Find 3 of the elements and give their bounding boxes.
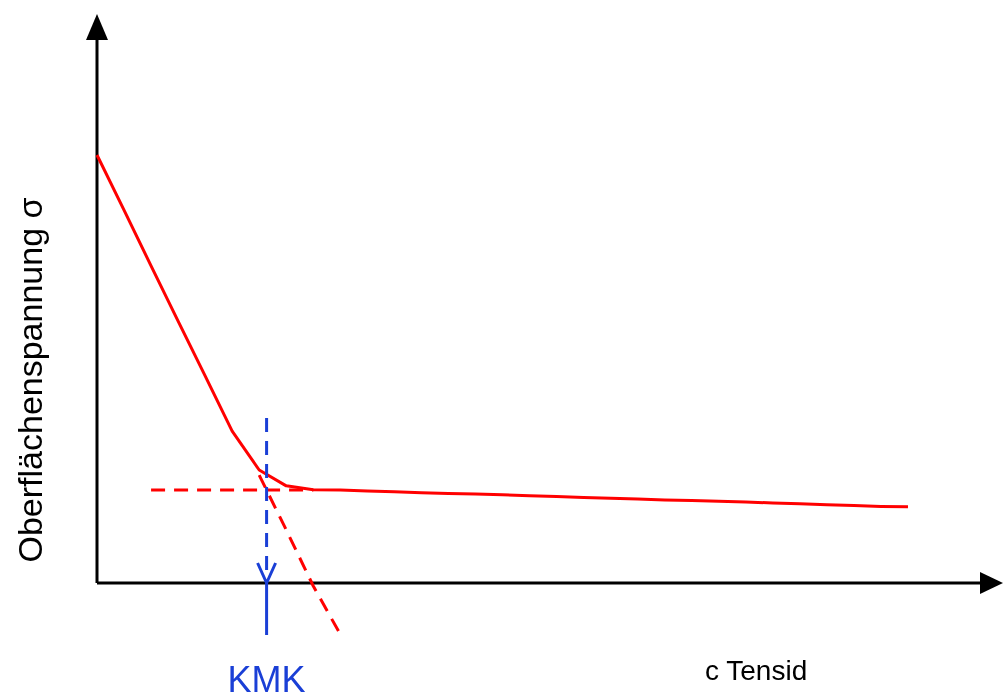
y-axis-title: Oberflächenspannung σ [11, 197, 49, 563]
text: KMK [227, 659, 306, 700]
x-axis-title: c Tensid [705, 655, 808, 686]
